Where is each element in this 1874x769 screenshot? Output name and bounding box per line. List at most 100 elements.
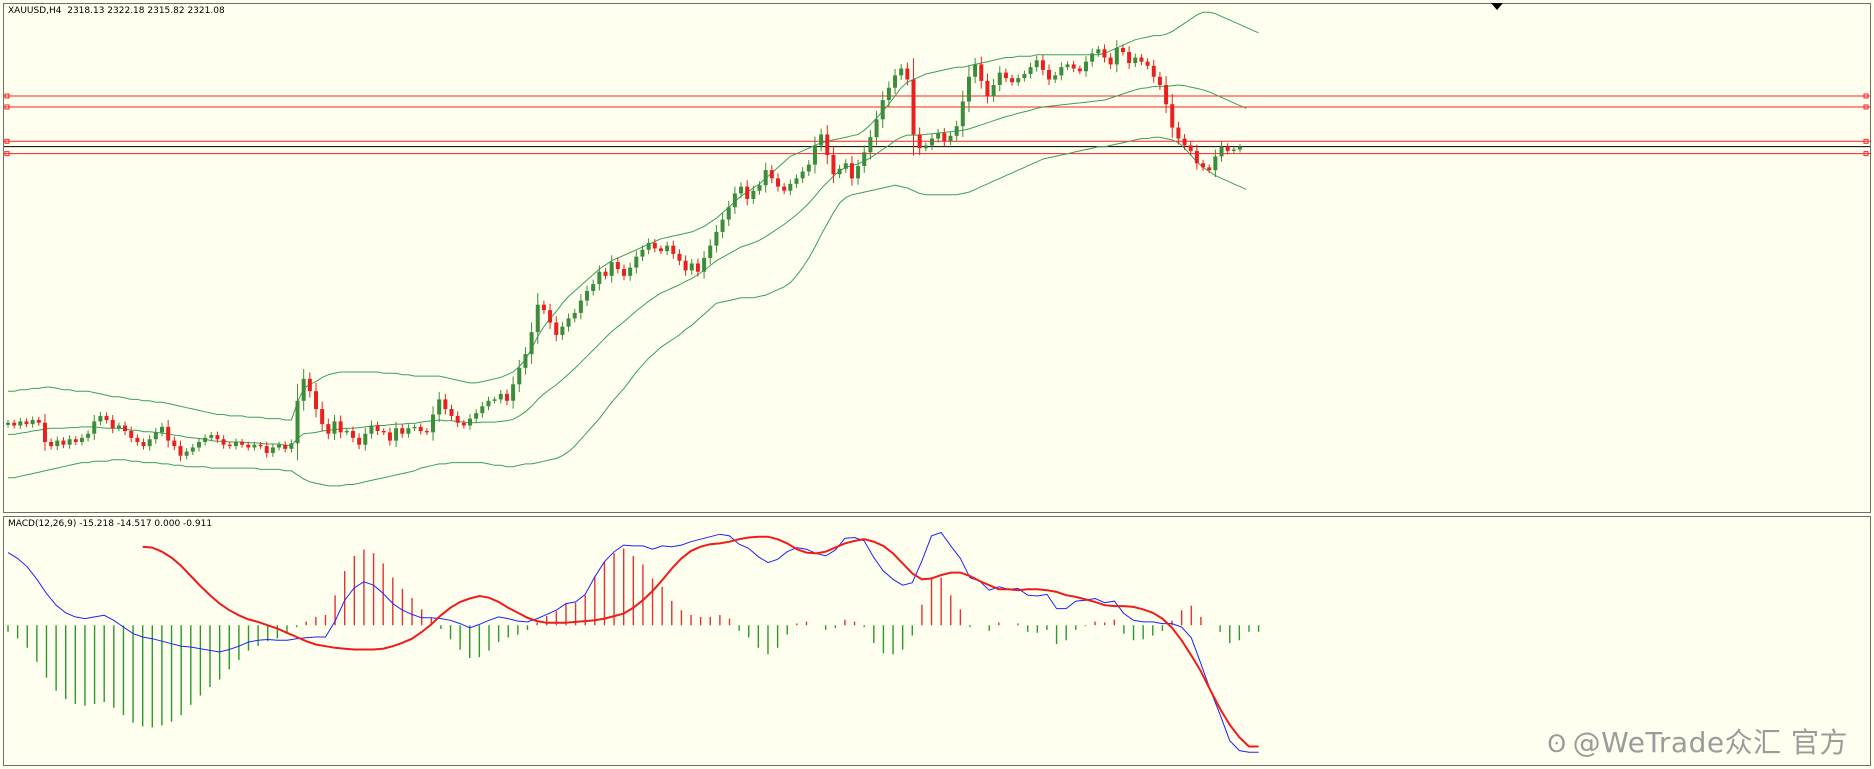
candlestick [1102, 44, 1107, 63]
candlestick [307, 372, 312, 398]
candlestick [73, 436, 78, 445]
candle-body [585, 290, 590, 301]
candle-body [868, 137, 873, 153]
candlestick [474, 409, 479, 423]
candlestick [178, 440, 183, 462]
macd-indicator-pane[interactable]: MACD(12,26,9) -15.218 -14.517 0.000 -0.9… [3, 516, 1871, 766]
candle-body [381, 430, 386, 433]
candle-body [732, 193, 737, 208]
level-handle-left [4, 104, 10, 110]
candlestick [523, 347, 528, 375]
candle-body [92, 421, 97, 434]
candle-body [1231, 149, 1236, 151]
price-chart-pane[interactable]: XAUUSD,H4 2318.13 2322.18 2315.82 2321.0… [3, 3, 1871, 513]
candle-body [1133, 57, 1138, 64]
candle-body [129, 430, 134, 438]
candlestick [683, 255, 688, 276]
candle-body [350, 430, 355, 438]
candle-body [474, 413, 479, 419]
candlestick [468, 414, 472, 430]
candlestick [751, 185, 756, 204]
candle-body [1016, 78, 1021, 83]
candlestick [689, 259, 694, 275]
candle-body [671, 245, 676, 254]
candle-body [326, 424, 331, 434]
candle-body [24, 421, 29, 425]
candlestick [1145, 58, 1150, 70]
candle-body [923, 145, 928, 149]
candle-body [966, 76, 971, 102]
candle-body [973, 64, 978, 77]
candlestick [190, 443, 195, 456]
candlestick [566, 313, 571, 332]
candlestick [1010, 74, 1015, 86]
candlestick [936, 129, 941, 143]
candlestick [554, 316, 559, 342]
price-chart-canvas[interactable] [4, 4, 1870, 512]
candlestick [658, 245, 663, 255]
candlestick [794, 174, 799, 188]
candle-body [227, 444, 232, 447]
candlestick [812, 136, 817, 174]
candle-body [535, 304, 540, 333]
candlestick [763, 162, 768, 193]
candlestick [184, 448, 189, 460]
candlestick [42, 413, 47, 451]
candlestick [332, 414, 337, 441]
candlestick [677, 249, 682, 266]
candlestick [1071, 60, 1076, 73]
candlestick [732, 186, 737, 215]
candle-body [468, 418, 472, 426]
candlestick [591, 279, 596, 296]
bollinger-middle-band [8, 84, 1247, 446]
candle-body [172, 440, 177, 447]
candlestick [1108, 53, 1113, 69]
candle-body [1201, 163, 1206, 168]
candlestick [295, 383, 300, 461]
candle-body [1225, 146, 1230, 151]
candlestick [320, 401, 325, 432]
candle-body [307, 378, 312, 392]
macd-chart-canvas[interactable] [4, 517, 1870, 765]
candlestick [363, 427, 368, 451]
candlestick [350, 426, 355, 443]
chart-shift-marker[interactable] [1491, 3, 1503, 10]
candle-body [1127, 52, 1132, 64]
candlestick [227, 441, 232, 449]
candle-body [1034, 60, 1039, 68]
candle-body [936, 133, 941, 139]
candlestick [905, 62, 910, 86]
candle-body [246, 444, 251, 448]
candle-body [979, 64, 984, 81]
candle-body [739, 186, 744, 194]
candlestick [24, 418, 29, 428]
candlestick [504, 389, 509, 406]
candle-body [763, 170, 768, 186]
candlestick [110, 415, 115, 434]
candlestick [116, 422, 121, 432]
candle-body [1164, 85, 1169, 105]
candlestick [1139, 54, 1144, 66]
candle-body [1188, 145, 1193, 151]
candle-body [98, 415, 103, 422]
candle-body [769, 170, 774, 179]
candle-body [837, 168, 842, 175]
level-handle-left [4, 138, 10, 144]
candlestick [843, 159, 848, 173]
candlestick [314, 382, 318, 418]
candlestick [12, 419, 17, 429]
candle-body [277, 444, 282, 448]
candlestick [215, 431, 220, 443]
candlestick [652, 238, 657, 253]
candle-body [745, 186, 750, 199]
candle-body [61, 440, 66, 445]
candlestick [36, 416, 41, 426]
candlestick [1225, 143, 1230, 155]
candlestick [886, 81, 891, 107]
candlestick [6, 419, 10, 428]
candlestick [387, 427, 392, 446]
candle-body [646, 242, 651, 250]
candle-body [566, 318, 571, 327]
candle-body [1176, 127, 1181, 139]
candle-body [1047, 69, 1052, 80]
